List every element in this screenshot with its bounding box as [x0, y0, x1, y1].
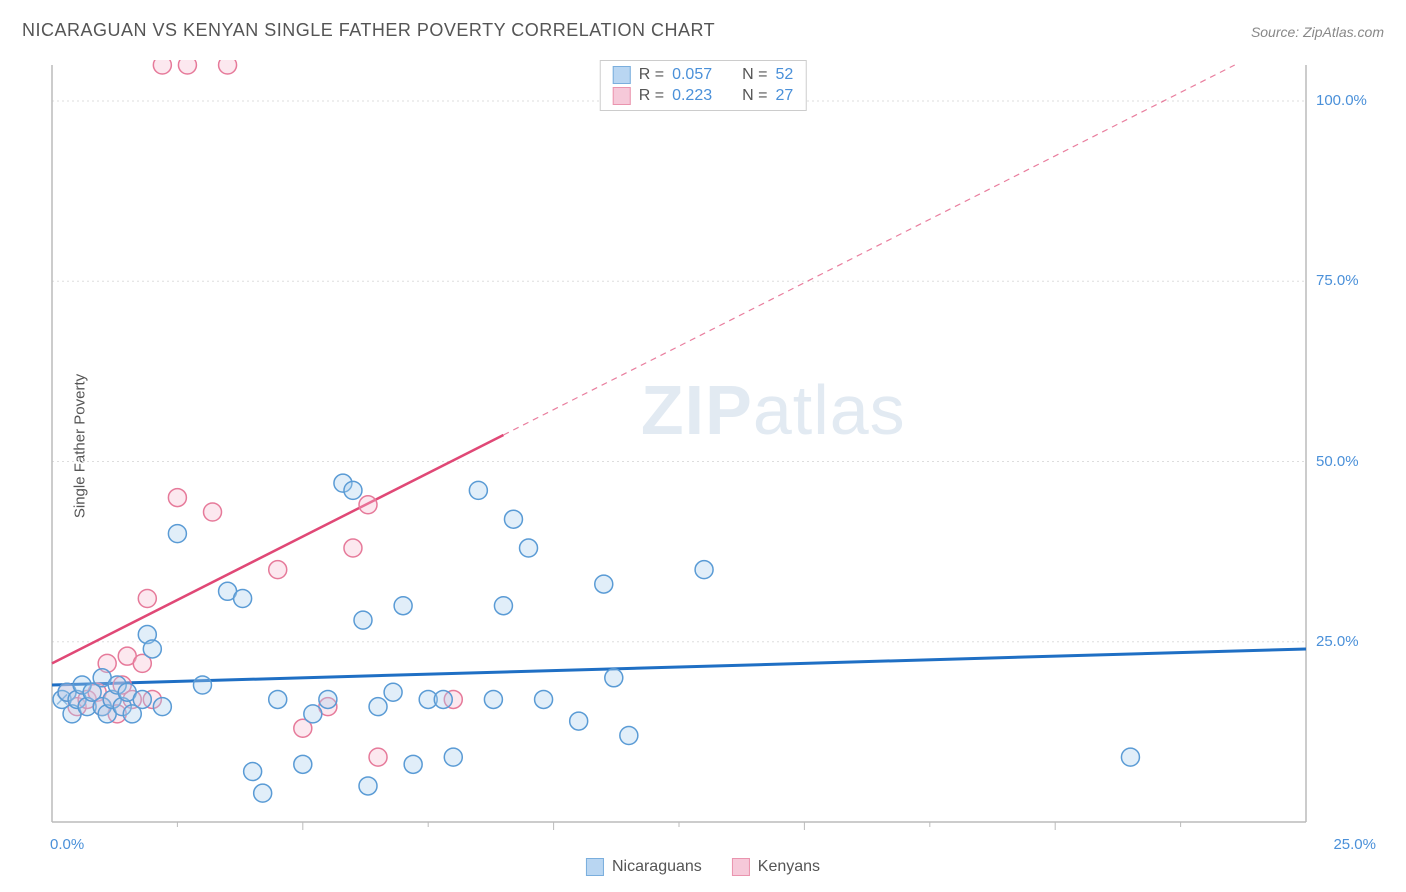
- x-tick-label: 0.0%: [50, 836, 84, 853]
- scatter-svg: [50, 60, 1376, 832]
- legend-label: Nicaraguans: [612, 858, 702, 876]
- legend-swatch: [586, 858, 604, 876]
- legend-item: Kenyans: [732, 858, 820, 876]
- source-attribution: Source: ZipAtlas.com: [1251, 24, 1384, 40]
- y-tick-label: 25.0%: [1316, 633, 1359, 650]
- y-tick-label: 50.0%: [1316, 453, 1359, 470]
- n-value: 27: [775, 87, 793, 105]
- n-value: 52: [775, 66, 793, 84]
- legend-swatch: [613, 66, 631, 84]
- n-label: N =: [742, 87, 767, 105]
- legend-swatch: [732, 858, 750, 876]
- plot-area: [50, 60, 1376, 832]
- legend-label: Kenyans: [758, 858, 820, 876]
- legend-row: R = 0.223 N = 27: [613, 87, 794, 105]
- x-tick-label: 25.0%: [1333, 836, 1376, 853]
- legend-item: Nicaraguans: [586, 858, 702, 876]
- y-tick-label: 75.0%: [1316, 272, 1359, 289]
- chart-title: NICARAGUAN VS KENYAN SINGLE FATHER POVER…: [22, 20, 715, 41]
- legend-row: R = 0.057 N = 52: [613, 66, 794, 84]
- r-value: 0.057: [672, 66, 712, 84]
- r-value: 0.223: [672, 87, 712, 105]
- y-tick-label: 100.0%: [1316, 92, 1367, 109]
- n-label: N =: [742, 66, 767, 84]
- series-legend: Nicaraguans Kenyans: [586, 858, 820, 876]
- chart-container: NICARAGUAN VS KENYAN SINGLE FATHER POVER…: [0, 0, 1406, 892]
- r-label: R =: [639, 87, 664, 105]
- legend-swatch: [613, 87, 631, 105]
- r-label: R =: [639, 66, 664, 84]
- correlation-legend: R = 0.057 N = 52 R = 0.223 N = 27: [600, 60, 807, 111]
